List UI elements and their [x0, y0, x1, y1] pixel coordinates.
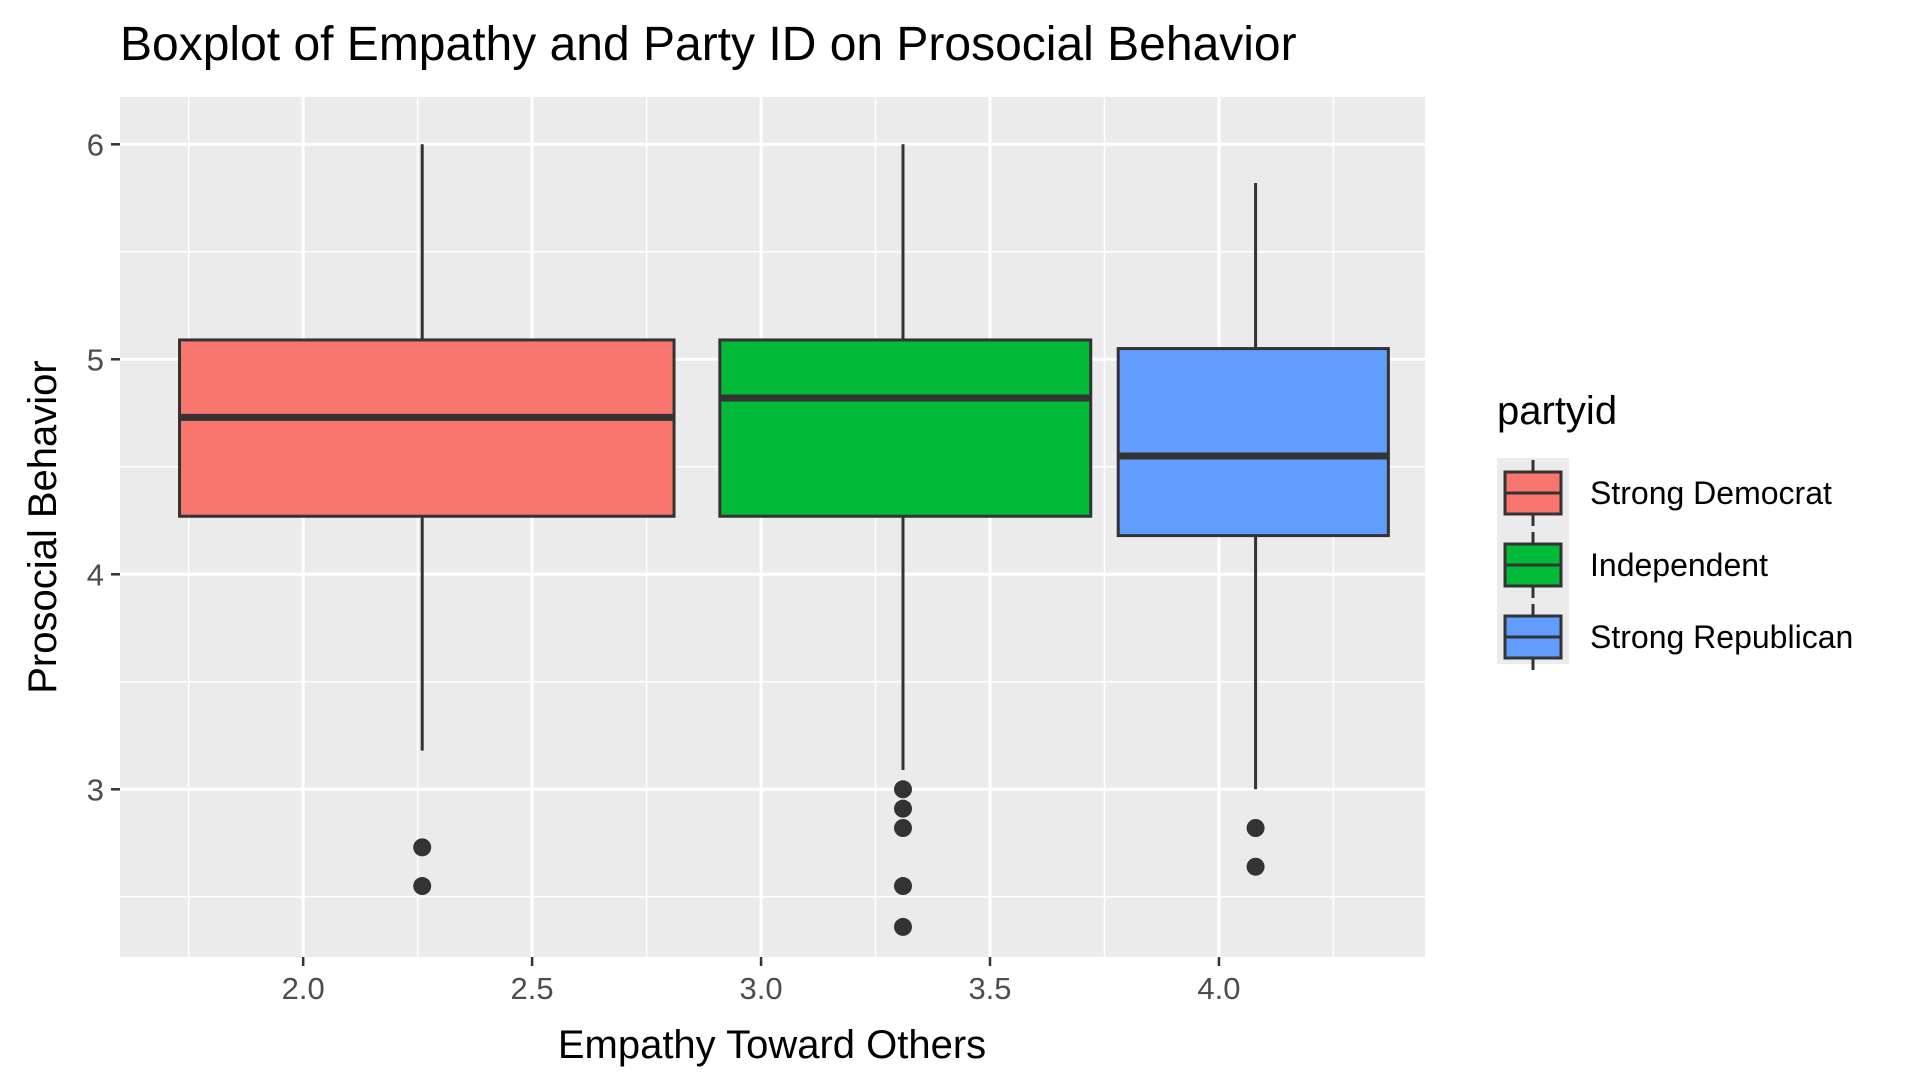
boxplot-strong-republican	[1116, 183, 1390, 876]
legend-item: Strong Republican	[1503, 604, 1853, 670]
x-tick-label: 3.5	[968, 971, 1011, 1006]
axis-ticks: 2.0 2.5 3.0 3.5 4.0 3 4 5 6	[87, 127, 1241, 1006]
y-axis-label: Prosocial Behavior	[21, 360, 65, 694]
x-axis-label: Empathy Toward Others	[558, 1023, 986, 1067]
boxplot-strong-democrat	[178, 144, 676, 896]
box-iqr	[718, 338, 1093, 518]
outlier-point	[413, 838, 432, 857]
outlier-point	[894, 877, 912, 896]
x-tick-label: 2.5	[511, 971, 554, 1006]
legend-item: Independent	[1503, 532, 1768, 598]
x-tick-label: 2.0	[282, 971, 325, 1006]
outlier-point	[1246, 857, 1265, 876]
outlier-point	[894, 917, 912, 936]
boxplot-boxes	[178, 144, 1390, 936]
outlier-point	[894, 780, 912, 799]
outlier-point	[894, 819, 912, 837]
outlier-point	[413, 877, 432, 896]
legend-title: partyid	[1497, 389, 1617, 433]
legend-keys: Strong Democrat Independent Strong Republi…	[1503, 460, 1853, 670]
box-iqr	[1116, 347, 1390, 538]
outlier-point	[894, 799, 912, 818]
x-tick-label: 3.0	[739, 971, 782, 1006]
legend-label: Independent	[1590, 547, 1768, 583]
legend-label: Strong Democrat	[1590, 475, 1832, 511]
y-tick-label: 4	[87, 557, 104, 592]
y-tick-label: 6	[87, 127, 104, 162]
legend-item: Strong Democrat	[1503, 460, 1832, 526]
y-tick-label: 5	[87, 342, 104, 377]
y-tick-label: 3	[87, 772, 104, 807]
legend: partyid Strong DemocratIndependentStrong…	[1497, 389, 1853, 670]
outlier-point	[1246, 819, 1265, 837]
x-tick-label: 4.0	[1197, 971, 1240, 1006]
chart-title: Boxplot of Empathy and Party ID on Proso…	[120, 18, 1297, 71]
legend-label: Strong Republican	[1590, 619, 1853, 655]
boxplot-independent	[718, 144, 1093, 936]
box-iqr	[178, 338, 676, 518]
